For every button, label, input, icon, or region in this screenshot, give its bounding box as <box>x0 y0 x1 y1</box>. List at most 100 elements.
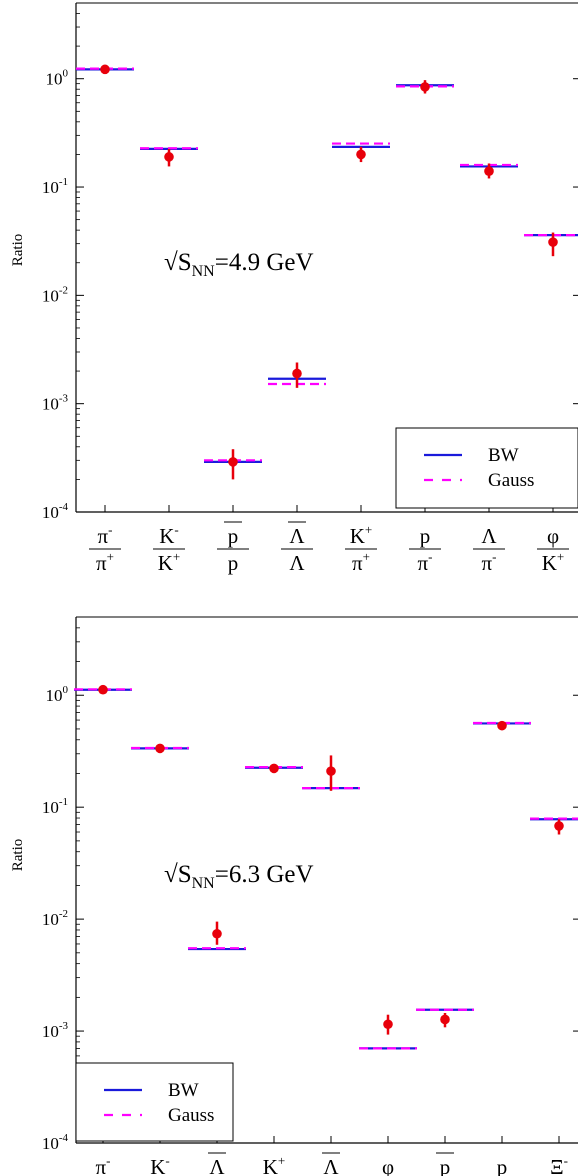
x-label-numerator: K- <box>150 1153 170 1176</box>
y-tick-label: 10-4 <box>42 1132 69 1153</box>
data-point <box>98 684 108 695</box>
x-label-numerator: K+ <box>350 522 373 548</box>
y-tick-exponent: -3 <box>59 393 69 405</box>
y-tick-exponent: -1 <box>59 176 68 188</box>
y-tick-base: 10 <box>42 395 59 414</box>
chart-panel-4-9gev: 10010-110-210-310-4Ratioπ-π+K-K+ppΛΛK+π+… <box>10 2 578 575</box>
y-tick-label: 10-3 <box>42 1020 69 1041</box>
y-tick-exponent: -2 <box>59 908 68 920</box>
denominator-charge: + <box>557 549 564 564</box>
x-label-denominator: π- <box>482 549 497 575</box>
numerator-symbol: K <box>263 1155 278 1176</box>
denominator-symbol: p <box>228 551 239 575</box>
y-tick-label: 10-3 <box>42 393 69 414</box>
x-label-denominator: Λ <box>289 551 305 575</box>
annotation-sqrt-s: √S <box>164 861 192 888</box>
data-point <box>155 743 165 754</box>
x-label-denominator: π- <box>418 549 433 575</box>
numerator-charge: + <box>278 1153 285 1168</box>
denominator-charge: + <box>107 549 114 564</box>
y-tick-base: 10 <box>42 1134 59 1153</box>
legend-gauss-label: Gauss <box>488 470 534 491</box>
x-label-numerator: Ξ- <box>550 1153 568 1176</box>
denominator-symbol: K <box>542 551 557 575</box>
y-tick-exponent: -2 <box>59 284 68 296</box>
numerator-symbol: π <box>96 1155 107 1176</box>
x-label-numerator: p <box>420 524 431 548</box>
data-point <box>269 763 279 774</box>
data-point <box>228 457 238 467</box>
legend-bw-label: BW <box>168 1080 199 1101</box>
y-axis-title: Ratio <box>10 234 26 267</box>
numerator-symbol: Λ <box>481 524 497 548</box>
numerator-charge: - <box>174 522 178 537</box>
annotation-sqrt-s: √S <box>164 249 192 276</box>
numerator-symbol: K <box>159 524 174 548</box>
y-tick-label: 100 <box>46 684 69 705</box>
x-label-denominator: K+ <box>158 549 181 575</box>
y-tick-label: 10-1 <box>42 796 68 817</box>
denominator-symbol: π <box>418 551 429 575</box>
y-tick-exponent: 0 <box>63 684 69 696</box>
denominator-symbol: π <box>352 551 363 575</box>
annotation-energy: =4.9 GeV <box>215 249 314 276</box>
x-label-numerator: Λ <box>209 1155 225 1176</box>
x-label-denominator: π+ <box>96 549 114 575</box>
data-point <box>548 237 558 247</box>
y-tick-base: 10 <box>42 1022 59 1041</box>
x-label-numerator: p <box>440 1155 451 1176</box>
legend-box <box>395 427 578 509</box>
numerator-charge: - <box>106 1153 110 1168</box>
y-tick-base: 10 <box>42 286 59 305</box>
x-label-denominator: p <box>228 551 239 575</box>
x-label-numerator: p <box>497 1155 508 1176</box>
data-point <box>292 368 302 379</box>
energy-annotation: √SNN=6.3 GeV <box>164 861 314 892</box>
denominator-symbol: K <box>158 551 173 575</box>
numerator-symbol: Λ <box>289 524 305 548</box>
numerator-symbol: p <box>440 1155 451 1176</box>
legend-box <box>75 1062 234 1142</box>
denominator-symbol: π <box>96 551 107 575</box>
denominator-symbol: π <box>482 551 493 575</box>
denominator-charge: + <box>363 549 370 564</box>
chart-panel-6-3gev: 10010-110-210-310-4Ratioπ-π+K-K+ΛΛK+π+Λπ… <box>10 616 578 1176</box>
legend-gauss-label: Gauss <box>168 1105 214 1126</box>
numerator-symbol: p <box>228 524 239 548</box>
data-point <box>420 82 430 92</box>
y-tick-label: 100 <box>46 68 69 89</box>
x-label-denominator: π+ <box>352 549 370 575</box>
y-tick-base: 10 <box>46 686 63 705</box>
y-tick-exponent: -3 <box>59 1020 69 1032</box>
numerator-symbol: Ξ <box>550 1155 564 1176</box>
data-point <box>326 766 336 776</box>
numerator-charge: - <box>165 1153 169 1168</box>
y-tick-label: 10-2 <box>42 284 68 305</box>
annotation-subscript: NN <box>192 263 216 280</box>
y-tick-exponent: -4 <box>59 1132 69 1144</box>
y-tick-exponent: -1 <box>59 796 68 808</box>
numerator-symbol: K <box>350 524 365 548</box>
energy-annotation: √SNN=4.9 GeV <box>164 249 314 280</box>
y-tick-base: 10 <box>42 798 59 817</box>
x-label-numerator: π- <box>96 1153 111 1176</box>
numerator-symbol: π <box>98 524 109 548</box>
annotation-subscript: NN <box>192 875 216 892</box>
denominator-charge: - <box>492 549 496 564</box>
numerator-symbol: Λ <box>323 1155 339 1176</box>
y-tick-base: 10 <box>42 910 59 929</box>
data-point <box>356 149 366 160</box>
y-tick-base: 10 <box>42 178 59 197</box>
y-tick-exponent: -4 <box>59 501 69 513</box>
y-tick-label: 10-2 <box>42 908 68 929</box>
data-point <box>484 166 494 177</box>
numerator-charge: + <box>365 522 372 537</box>
numerator-symbol: φ <box>547 524 559 548</box>
numerator-charge: - <box>108 522 112 537</box>
denominator-charge: - <box>428 549 432 564</box>
data-point <box>497 720 507 731</box>
y-tick-base: 10 <box>46 70 63 89</box>
x-label-numerator: Λ <box>481 524 497 548</box>
x-label-numerator: K+ <box>263 1153 286 1176</box>
